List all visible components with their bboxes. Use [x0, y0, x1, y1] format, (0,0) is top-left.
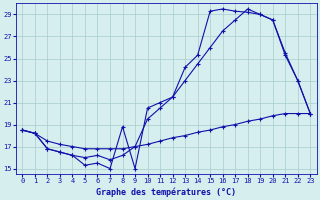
X-axis label: Graphe des températures (°C): Graphe des températures (°C): [96, 187, 236, 197]
